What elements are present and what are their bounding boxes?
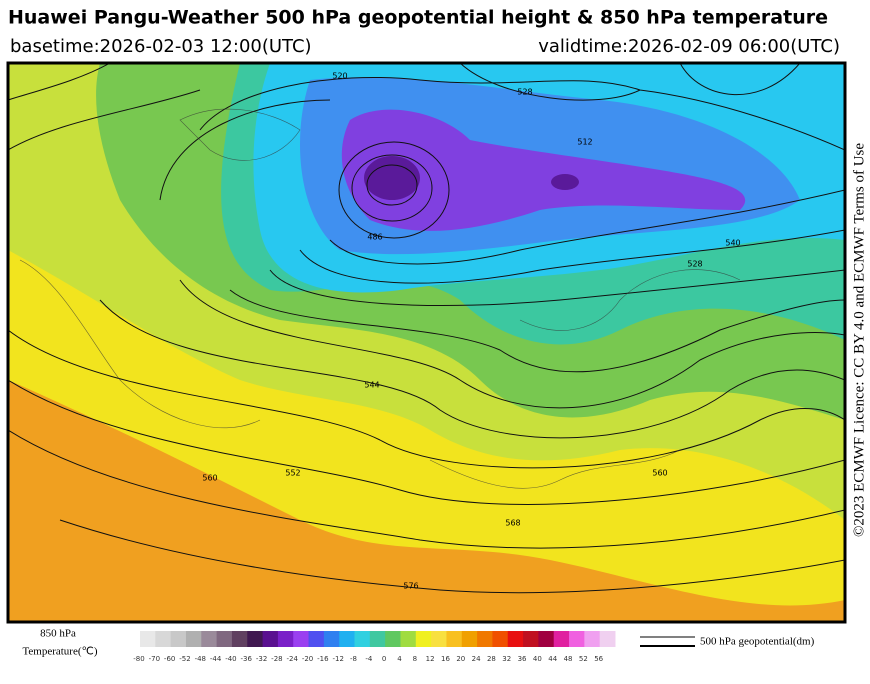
temp-field bbox=[551, 174, 579, 190]
contour-label: 552 bbox=[285, 469, 300, 478]
colorbar-title: 850 hPa bbox=[40, 628, 76, 640]
contour-label: 486 bbox=[367, 233, 382, 242]
colorbar-swatch bbox=[155, 631, 172, 647]
map-frame bbox=[6, 61, 847, 624]
colorbar-swatch bbox=[293, 631, 310, 647]
colorbar-tick-label: -32 bbox=[256, 655, 267, 663]
colorbar-tick-label: -36 bbox=[241, 655, 253, 663]
licence: ©2023 ECMWF Licence: CC BY 4.0 and ECMWF… bbox=[851, 143, 867, 537]
contour-label: 576 bbox=[403, 582, 418, 591]
colorbar-swatch bbox=[431, 631, 447, 647]
colorbar-tick-label: -12 bbox=[332, 655, 343, 663]
colorbar-tick-label: 40 bbox=[533, 655, 542, 663]
colorbar-swatch bbox=[538, 631, 555, 647]
contours bbox=[8, 63, 845, 594]
colorbar-swatch bbox=[201, 631, 218, 647]
colorbar-swatch bbox=[385, 631, 401, 647]
colorbar-swatch bbox=[277, 631, 294, 647]
basetime: basetime:2026-02-03 12:00(UTC) bbox=[10, 36, 312, 57]
colorbar-tick-label: 12 bbox=[426, 655, 435, 663]
colorbar-tick-label: -52 bbox=[179, 655, 190, 663]
contour-label: 520 bbox=[332, 72, 347, 81]
contour-label: 528 bbox=[687, 260, 702, 269]
colorbar-tick-label: 36 bbox=[518, 655, 527, 663]
colorbar-swatch bbox=[400, 631, 417, 647]
colorbar-swatch bbox=[140, 631, 156, 647]
colorbar-tick-label: -40 bbox=[225, 655, 236, 663]
colorbar-swatch bbox=[415, 631, 432, 647]
colorbar-tick-label: -48 bbox=[195, 655, 206, 663]
legend-label: 500 hPa geopotential(dm) bbox=[700, 636, 815, 648]
colorbar-tick-label: 44 bbox=[548, 655, 557, 663]
colorbar-tick-label: 56 bbox=[594, 655, 603, 663]
colorbar-tick-label: 4 bbox=[397, 655, 402, 663]
contour-labels: 520 528 512 486 528 540 544 552 560 560 568 576 bbox=[202, 72, 740, 591]
colorbar-tick-label: 32 bbox=[502, 655, 511, 663]
temp-field bbox=[341, 109, 746, 231]
colorbar-swatch bbox=[308, 631, 325, 647]
colorbar-tick-label: -80 bbox=[133, 655, 144, 663]
colorbar-tick-label: 20 bbox=[456, 655, 465, 663]
colorbar-swatch bbox=[170, 631, 187, 647]
colorbar-swatch bbox=[553, 631, 570, 647]
colorbar-swatch bbox=[492, 631, 509, 647]
colorbar-swatch bbox=[369, 631, 386, 647]
colorbar-swatch bbox=[216, 631, 233, 647]
colorbar-tick-label: -20 bbox=[302, 655, 313, 663]
colorbar-swatch bbox=[262, 631, 279, 647]
colorbar-title: Temperature(℃) bbox=[22, 646, 97, 658]
colorbar-swatch bbox=[569, 631, 585, 647]
colorbar-tick-label: -44 bbox=[210, 655, 222, 663]
validtime: validtime:2026-02-09 06:00(UTC) bbox=[538, 36, 840, 57]
colorbar-tick-label: -60 bbox=[164, 655, 175, 663]
colorbar-swatch bbox=[247, 631, 264, 647]
colorbar-swatch bbox=[323, 631, 340, 647]
colorbar-tick-label: -24 bbox=[287, 655, 299, 663]
contour-label: 560 bbox=[652, 469, 667, 478]
colorbar-tick-label: -8 bbox=[350, 655, 357, 663]
colorbar-tick-label: 8 bbox=[413, 655, 417, 663]
colorbar-tick-label: 48 bbox=[564, 655, 573, 663]
colorbar-swatch bbox=[339, 631, 356, 647]
colorbar-tick-label: 0 bbox=[382, 655, 386, 663]
colorbar-swatch bbox=[599, 631, 616, 647]
colorbar-swatch bbox=[477, 631, 493, 647]
colorbar: -80 -70 -60 -52 -48 -44 -40 -36 -32 -28 -24 -20 -16-… bbox=[133, 631, 616, 663]
colorbar-tick-label: -16 bbox=[317, 655, 329, 663]
contour-label: 568 bbox=[505, 519, 520, 528]
contour-label: 540 bbox=[725, 239, 740, 248]
temp-field bbox=[364, 156, 420, 200]
colorbar-swatch bbox=[185, 631, 202, 647]
colorbar-tick-label: 28 bbox=[487, 655, 496, 663]
contour-label: 528 bbox=[517, 88, 532, 97]
colorbar-tick-label: 16 bbox=[441, 655, 450, 663]
title: Huawei Pangu-Weather 500 hPa geopotentia… bbox=[8, 7, 828, 29]
colorbar-swatch bbox=[523, 631, 539, 647]
colorbar-swatch bbox=[231, 631, 248, 647]
colorbar-swatch bbox=[354, 631, 371, 647]
colorbar-swatch bbox=[507, 631, 524, 647]
contour-label: 560 bbox=[202, 474, 217, 483]
colorbar-swatch bbox=[584, 631, 601, 647]
map: 520 528 512 486 528 540 544 552 560 560 568 576 bbox=[8, 63, 845, 622]
colorbar-tick-label: -4 bbox=[365, 655, 373, 663]
colorbar-tick-label: -28 bbox=[271, 655, 282, 663]
colorbar-tick-label: 52 bbox=[579, 655, 588, 663]
colorbar-tick-label: 24 bbox=[472, 655, 481, 663]
colorbar-tick-label: -70 bbox=[149, 655, 160, 663]
colorbar-swatch bbox=[446, 631, 463, 647]
contour-label: 544 bbox=[364, 381, 379, 390]
contour-label: 512 bbox=[577, 138, 592, 147]
colorbar-swatch bbox=[461, 631, 478, 647]
